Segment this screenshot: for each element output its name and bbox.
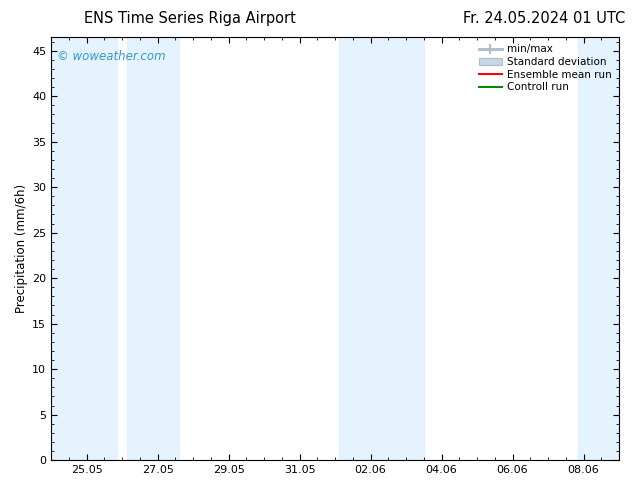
Bar xyxy=(578,37,619,460)
Text: © woweather.com: © woweather.com xyxy=(57,50,165,63)
Bar xyxy=(51,37,117,460)
Bar xyxy=(127,37,179,460)
Legend: min/max, Standard deviation, Ensemble mean run, Controll run: min/max, Standard deviation, Ensemble me… xyxy=(477,42,614,94)
Text: Fr. 24.05.2024 01 UTC: Fr. 24.05.2024 01 UTC xyxy=(463,11,625,26)
Bar xyxy=(339,37,424,460)
Y-axis label: Precipitation (mm/6h): Precipitation (mm/6h) xyxy=(15,184,28,313)
Text: ENS Time Series Riga Airport: ENS Time Series Riga Airport xyxy=(84,11,296,26)
